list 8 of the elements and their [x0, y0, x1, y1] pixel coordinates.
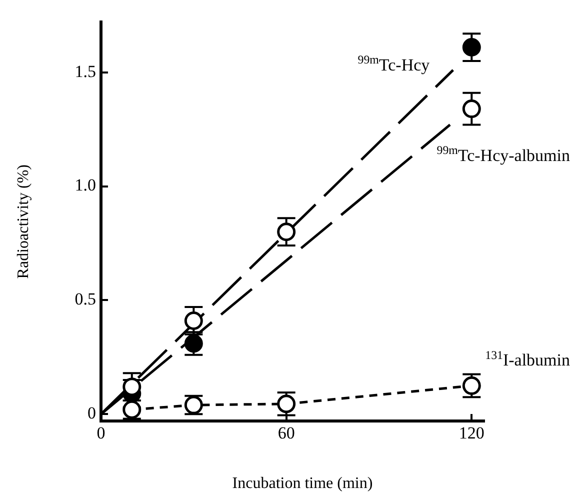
y-tick-label: 0.5 — [74, 290, 96, 309]
y-axis-title: Radioactivity (%) — [15, 164, 32, 279]
y-tick-label: 1.5 — [74, 62, 96, 81]
x-tick-label: 60 — [278, 424, 295, 443]
y-tick-label: 0 — [88, 404, 96, 423]
y-tick-label: 1.0 — [74, 176, 96, 195]
x-axis-title: Incubation time (min) — [232, 475, 373, 492]
x-tick-label: 120 — [458, 424, 484, 443]
